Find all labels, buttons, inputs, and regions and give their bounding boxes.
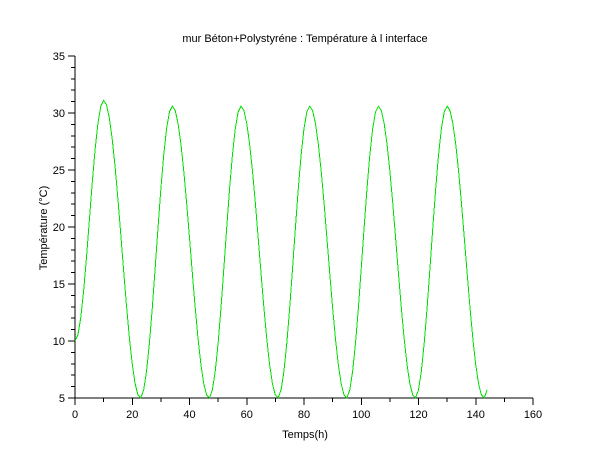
x-axis-tick-label: 40 [183, 409, 195, 421]
y-axis-tick-label: 30 [53, 108, 65, 120]
x-axis-tick-label: 60 [241, 409, 253, 421]
y-axis-tick-label: 5 [59, 393, 65, 405]
x-axis-tick-label: 160 [524, 409, 542, 421]
y-axis-tick-label: 20 [53, 222, 65, 234]
x-axis-tick-label: 80 [298, 409, 310, 421]
x-axis-tick-label: 0 [72, 409, 78, 421]
x-axis-tick-label: 100 [352, 409, 370, 421]
x-axis-label: Temps(h) [282, 429, 328, 441]
y-axis-tick-label: 15 [53, 279, 65, 291]
y-axis-tick-label: 25 [53, 165, 65, 177]
y-axis-tick-label: 10 [53, 336, 65, 348]
x-axis-tick-label: 20 [126, 409, 138, 421]
x-axis-tick-label: 120 [409, 409, 427, 421]
axes [74, 56, 533, 399]
y-axis-tick-label: 35 [53, 51, 65, 63]
x-axis-tick-label: 140 [467, 409, 485, 421]
chart-title: mur Béton+Polystyréne : Température à l … [182, 33, 428, 45]
temperature-curve [74, 99, 488, 399]
